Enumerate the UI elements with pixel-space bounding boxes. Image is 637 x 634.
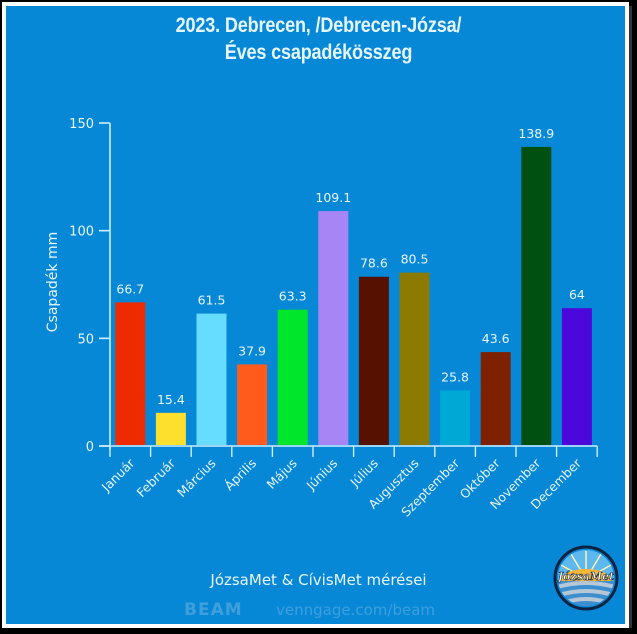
jozsamet-logo-icon: JózsaMet [553,545,619,611]
chart-title: 2023. Debrecen, /Debrecen-Józsa/ Éves cs… [45,12,593,66]
bars [115,146,592,446]
x-tick-label: Január [98,455,138,495]
bar-value-label: 43.6 [482,331,510,346]
bar-február [155,412,186,445]
bar-value-label: 138.9 [518,126,554,141]
bar-value-labels: 66.7 15.4 61.5 37.9 63.3 109.1 78.6 80.5 25.8 43.… [116,126,585,407]
x-tick-label: Március [174,456,219,501]
bar-value-label: 80.5 [401,252,429,267]
credit-text: JózsaMet & CívisMet mérései [210,571,427,589]
bar-január [115,302,146,445]
y-tick-label: 100 [69,225,94,240]
x-axis [99,445,598,457]
chart-title-line1: 2023. Debrecen, /Debrecen-Józsa/ [175,14,462,37]
bar-március [196,313,227,445]
bar-value-label: 109.1 [315,190,351,205]
bar-május [277,309,308,445]
bar-augusztus [399,272,430,445]
bar-value-label: 25.8 [441,369,469,384]
bar-value-label: 37.9 [238,343,266,358]
y-tick-label: 0 [86,440,94,455]
bar-value-label: 63.3 [279,289,307,304]
bar-value-label: 15.4 [157,392,185,407]
venngage-link[interactable]: venngage.com/beam [276,601,435,619]
bar-szeptember [440,390,471,445]
x-tick-label: Április [221,456,259,494]
y-axis-label: Csapadék mm [45,232,61,332]
panel-shadow [629,6,632,628]
y-tick-label: 50 [77,332,94,347]
bar-október [480,352,511,445]
bar-value-label: 78.6 [360,256,388,271]
bar-november [521,146,552,446]
y-tick-label: 150 [69,117,94,132]
y-axis: 0 50 100 150 [69,117,111,455]
logo-text: JózsaMet [556,570,614,583]
bar-július [358,276,389,445]
bar-value-label: 61.5 [198,293,226,308]
x-tick-label: Február [133,455,178,500]
x-tick-label: Július [346,456,381,491]
chart-title-line2: Éves csapadékösszeg [224,41,413,64]
x-tick-label: Május [264,456,300,492]
bar-április [237,364,268,445]
bar-value-label: 64 [569,287,585,302]
bar-value-label: 66.7 [116,281,144,296]
bar-június [318,211,349,445]
beam-logo: BEAM [184,600,243,620]
x-tick-label: Június [303,456,341,494]
bar-december [561,308,592,445]
